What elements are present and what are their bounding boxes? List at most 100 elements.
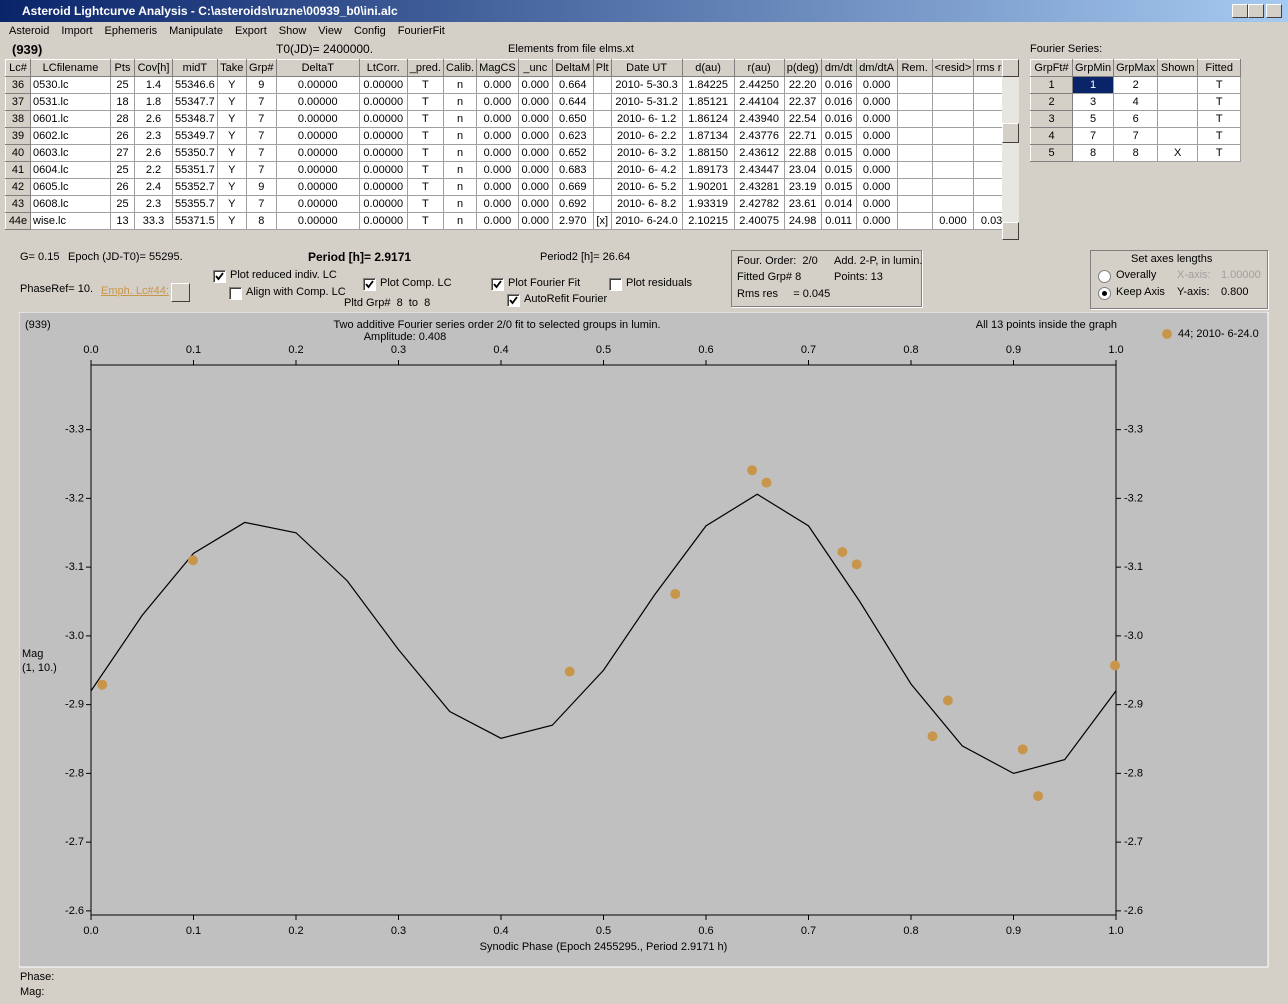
row-header[interactable]: 42 [5,178,31,196]
checkbox[interactable] [491,278,504,291]
x-tick-label-top: 0.7 [801,344,816,356]
row-header[interactable]: 4 [1030,127,1073,145]
column-header: midT [172,59,218,77]
table-cell: Y [216,195,247,213]
table-cell: 55347.7 [172,93,218,111]
table-cell [896,178,933,196]
minimize-button[interactable] [1232,4,1248,18]
checkbox[interactable] [609,278,622,291]
table-cell: 2.970 [551,212,594,230]
menu-item[interactable]: Manipulate [169,25,223,37]
menu-item[interactable]: Import [61,25,93,37]
row-header[interactable]: 3 [1030,110,1073,128]
table-cell: 55352.7 [172,178,218,196]
row-header[interactable]: 41 [5,161,31,179]
close-button[interactable] [1266,4,1282,18]
scroll-up[interactable] [1002,59,1019,77]
checkbox[interactable] [363,278,376,291]
table-cell [896,144,933,162]
x-tick-label: 0.6 [698,925,713,937]
table-cell: 0601.lc [30,110,111,128]
emph-link[interactable]: Emph. Lc#44: [101,285,169,297]
x-tick-label: 0.1 [186,925,201,937]
row-header[interactable]: 2 [1030,93,1073,111]
table-cell: n [442,161,478,179]
radio-label: Overally [1116,269,1157,281]
row-header[interactable]: 1 [1030,76,1073,94]
phaseref: PhaseRef= 10. [20,283,94,295]
data-point [564,666,575,677]
fit-order: Four. Order: 2/0 [737,255,818,267]
table-cell: 2.44250 [733,76,785,94]
menu-item[interactable]: Asteroid [9,25,50,37]
column-header: _unc [517,59,553,77]
scrollbar[interactable] [1002,59,1019,240]
checkbox[interactable] [507,294,520,307]
table-cell [592,178,612,196]
table-cell: 0.000 [517,161,553,179]
table-cell: 1.88150 [681,144,735,162]
table-cell: 0.00000 [275,161,360,179]
checkbox-label: Plot residuals [626,277,693,289]
table-cell: 0603.lc [30,144,111,162]
menu-item[interactable]: Config [353,25,386,37]
menu-item[interactable]: Show [278,25,307,37]
t0: T0(JD)= 2400000. [276,42,374,56]
window-title: Asteroid Lightcurve Analysis - C:\astero… [22,4,398,18]
row-header[interactable]: 44e [5,212,31,230]
radio-button[interactable] [1098,287,1111,300]
table-cell: 1.90201 [681,178,735,196]
scroll-thumb[interactable] [1002,123,1019,143]
menu-item[interactable]: Export [234,25,267,37]
table-cell: 0.000 [476,127,519,145]
table-cell: 0.016 [820,76,857,94]
fit-curve [90,493,1117,775]
table-cell: 0.000 [476,76,519,94]
radio-button[interactable] [1098,270,1111,283]
table-cell: 9 [245,76,277,94]
row-header[interactable]: 43 [5,195,31,213]
table-cell: n [442,76,478,94]
restore-button[interactable] [1248,4,1264,18]
x-tick-label: 0.8 [903,925,918,937]
row-header[interactable]: 38 [5,110,31,128]
table-cell: 1.8 [134,93,173,111]
period: Period [h]= 2.9171 [308,250,412,264]
table-cell: 2.6 [134,110,173,128]
checkbox[interactable] [229,287,242,300]
table-cell: 0.000 [517,93,553,111]
legend-label: 44; 2010- 6-24.0 [1178,328,1259,340]
row-header[interactable]: 39 [5,127,31,145]
table-cell: 1 [1071,76,1115,94]
spinner[interactable] [171,283,190,302]
table-cell: Y [216,212,247,230]
data-point [97,679,108,690]
row-header[interactable]: 36 [5,76,31,94]
column-header: Fitted [1197,59,1242,77]
header-row: GrpFt# GrpMin GrpMax Shown Fitted [1030,59,1242,77]
data-point [1033,791,1044,802]
data-point [1109,660,1120,671]
table-cell: 26 [110,178,135,196]
table-cell: 0.000 [476,195,519,213]
x-axis-label: X-axis: [1177,269,1211,281]
row-header[interactable]: 5 [1030,144,1073,162]
menu-item[interactable]: FourierFit [397,25,445,37]
menu-item[interactable]: Ephemeris [104,25,158,37]
checkbox[interactable] [213,270,226,283]
row-header[interactable]: 37 [5,93,31,111]
table-cell: Y [216,144,247,162]
row-header[interactable]: 40 [5,144,31,162]
table-cell: T [406,76,444,94]
pltd-grp: Pltd Grp# 8 to 8 [344,297,431,309]
scroll-down[interactable] [1002,222,1019,240]
table-cell: 0.000 [931,212,975,230]
y-tick-label-right: -2.8 [1124,767,1143,779]
menu-item[interactable]: View [318,25,342,37]
x-tick-label: 0.9 [1006,925,1021,937]
table-cell: 0.016 [820,93,857,111]
table-cell: Y [216,161,247,179]
table-cell: 8 [1113,144,1159,162]
